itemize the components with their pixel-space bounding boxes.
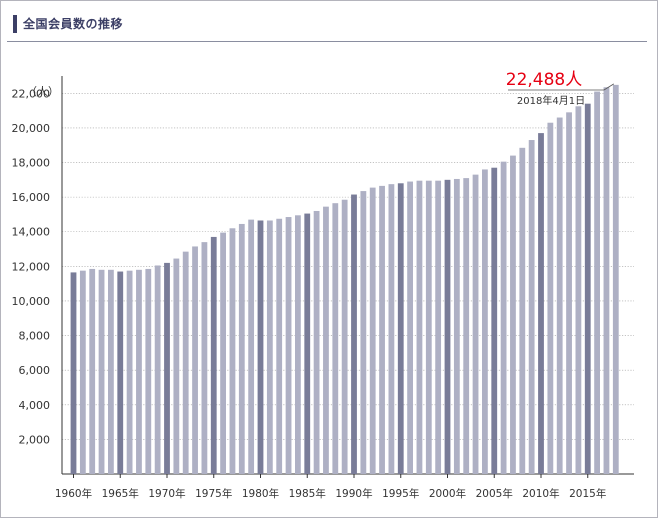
bar: [538, 133, 544, 474]
bar: [173, 258, 180, 474]
bar: [379, 185, 385, 474]
bar: [154, 265, 161, 474]
bar: [145, 268, 152, 474]
y-tick-label: 16,000: [12, 191, 51, 204]
bar: [435, 180, 442, 475]
bar: [556, 117, 563, 475]
bar: [407, 181, 413, 474]
bar: [229, 228, 236, 474]
x-tick-label: 2000年: [429, 487, 466, 500]
x-tick-label: 2010年: [522, 487, 559, 500]
y-tick-label: 14,000: [12, 226, 51, 239]
y-tick-label: 10,000: [12, 295, 51, 308]
bar: [304, 213, 311, 474]
y-tick-label: 20,000: [12, 122, 51, 135]
bar: [285, 217, 292, 474]
bar: [201, 242, 208, 474]
bar: [238, 223, 245, 474]
bar: [210, 236, 217, 474]
bar: [98, 269, 105, 474]
bar: [248, 219, 255, 474]
bar: [192, 246, 198, 474]
x-tick-label: 1975年: [195, 487, 232, 500]
title-accent-bar: [13, 15, 17, 33]
bar: [369, 187, 376, 474]
bar: [603, 87, 610, 474]
bar: [425, 180, 432, 475]
bar: [463, 178, 470, 475]
bar: [566, 112, 572, 475]
bar: [547, 122, 554, 474]
bar: [341, 199, 348, 475]
y-tick-label: 12,000: [12, 260, 51, 273]
x-tick-label: 1960年: [55, 487, 92, 500]
bar: [510, 155, 516, 474]
bar: [594, 91, 600, 474]
y-axis-label: （人）: [26, 85, 59, 98]
bar: [332, 203, 339, 474]
y-tick-label: 8,000: [19, 330, 51, 343]
bar: [416, 180, 423, 475]
bar: [323, 206, 329, 474]
y-tick-label: 22,000: [12, 87, 51, 100]
x-tick-label: 1965年: [102, 487, 139, 500]
y-tick-label: 4,000: [19, 399, 51, 412]
x-tick-label: 1990年: [335, 487, 372, 500]
y-tick-label: 2,000: [19, 433, 51, 446]
bar: [444, 179, 451, 474]
annotation-leader-line: [508, 83, 615, 91]
bar: [519, 147, 526, 474]
bar: [164, 262, 170, 474]
bar: [295, 215, 301, 475]
x-tick-label: 1985年: [289, 487, 326, 500]
bar: [266, 220, 273, 474]
bar: [575, 106, 582, 475]
bar: [89, 268, 96, 474]
title-bar: 全国会員数の推移: [7, 11, 647, 42]
y-tick-label: 6,000: [19, 364, 51, 377]
page-title: 全国会員数の推移: [23, 17, 124, 31]
x-tick-label: 2015年: [569, 487, 606, 500]
bar: [108, 269, 114, 474]
bar: [482, 169, 488, 474]
bar: [313, 210, 320, 474]
bar: [397, 183, 404, 474]
latest-value-annotation: 22,488人: [506, 70, 582, 90]
bar: [612, 84, 619, 474]
bar: [472, 174, 479, 475]
bar: [453, 178, 460, 474]
x-tick-label: 1995年: [382, 487, 419, 500]
bar: [220, 232, 226, 474]
bar: [276, 218, 283, 474]
bar: [500, 161, 507, 474]
bar: [388, 184, 395, 475]
bar: [136, 269, 142, 474]
bar: [584, 103, 591, 475]
bar: [70, 272, 77, 474]
bar: [126, 270, 133, 474]
bar: [79, 270, 86, 474]
bar: [351, 194, 357, 474]
x-tick-label: 1970年: [148, 487, 185, 500]
bar: [257, 220, 264, 474]
bar: [491, 167, 498, 474]
bar: [528, 140, 535, 474]
bar: [360, 191, 367, 474]
x-tick-label: 2005年: [476, 487, 513, 500]
x-tick-label: 1980年: [242, 487, 279, 500]
latest-date-annotation: 2018年4月1日: [517, 94, 585, 107]
y-tick-label: 18,000: [12, 157, 51, 170]
bar: [182, 251, 189, 474]
bar: [117, 271, 124, 474]
